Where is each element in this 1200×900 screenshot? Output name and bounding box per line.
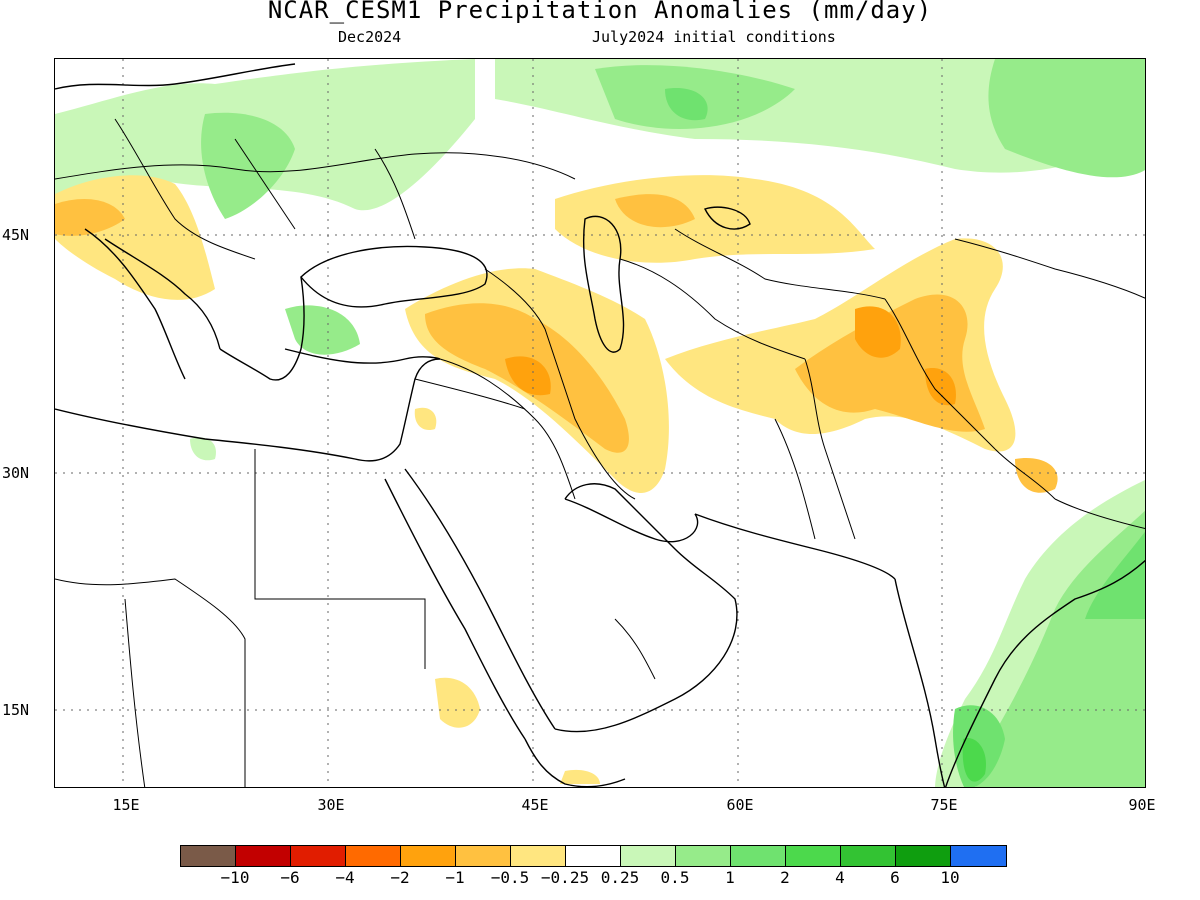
legend-swatch — [621, 846, 676, 866]
legend-swatch — [951, 846, 1006, 866]
legend-swatch — [731, 846, 786, 866]
legend-label: 10 — [940, 868, 960, 887]
graticule — [55, 59, 1145, 787]
legend-label: −10 — [220, 868, 250, 887]
legend-label: 2 — [780, 868, 790, 887]
legend-swatch — [896, 846, 951, 866]
legend-swatch — [566, 846, 621, 866]
legend-label: 0.25 — [600, 868, 640, 887]
legend-label: −4 — [335, 868, 355, 887]
legend-swatch — [181, 846, 236, 866]
lat-tick-45n: 45N — [2, 226, 30, 244]
map-title: NCAR_CESM1 Precipitation Anomalies (mm/d… — [267, 0, 933, 24]
legend-swatch — [236, 846, 291, 866]
legend-label: 4 — [835, 868, 845, 887]
lon-tick-15e: 15E — [112, 796, 140, 814]
lon-tick-90e: 90E — [1128, 796, 1156, 814]
wet-anomaly-fills — [55, 59, 1145, 787]
lat-tick-15n: 15N — [2, 701, 30, 719]
lon-tick-45e: 45E — [521, 796, 549, 814]
valid-period: Dec2024 — [338, 28, 402, 46]
init-conditions: July2024 initial conditions — [592, 28, 836, 46]
lon-tick-30e: 30E — [317, 796, 345, 814]
legend-swatch — [511, 846, 566, 866]
color-legend — [180, 845, 1007, 867]
legend-swatch — [786, 846, 841, 866]
legend-swatch — [291, 846, 346, 866]
lat-tick-30n: 30N — [2, 464, 30, 482]
map-canvas — [55, 59, 1145, 787]
lon-tick-60e: 60E — [726, 796, 754, 814]
legend-label: −2 — [390, 868, 410, 887]
lon-tick-75e: 75E — [930, 796, 958, 814]
legend-label: 0.5 — [660, 868, 690, 887]
legend-swatch — [456, 846, 511, 866]
legend-swatch — [346, 846, 401, 866]
legend-label: −6 — [280, 868, 300, 887]
legend-label: 6 — [890, 868, 900, 887]
country-borders — [55, 118, 1145, 787]
coastlines — [55, 63, 1145, 787]
legend-swatch — [676, 846, 731, 866]
dry-anomaly-fills — [55, 175, 1058, 784]
anomaly-map — [54, 58, 1146, 788]
legend-label: 1 — [725, 868, 735, 887]
legend-label: −0.25 — [540, 868, 590, 887]
legend-swatch — [841, 846, 896, 866]
legend-label: −0.5 — [490, 868, 530, 887]
legend-swatch — [401, 846, 456, 866]
legend-label: −1 — [445, 868, 465, 887]
